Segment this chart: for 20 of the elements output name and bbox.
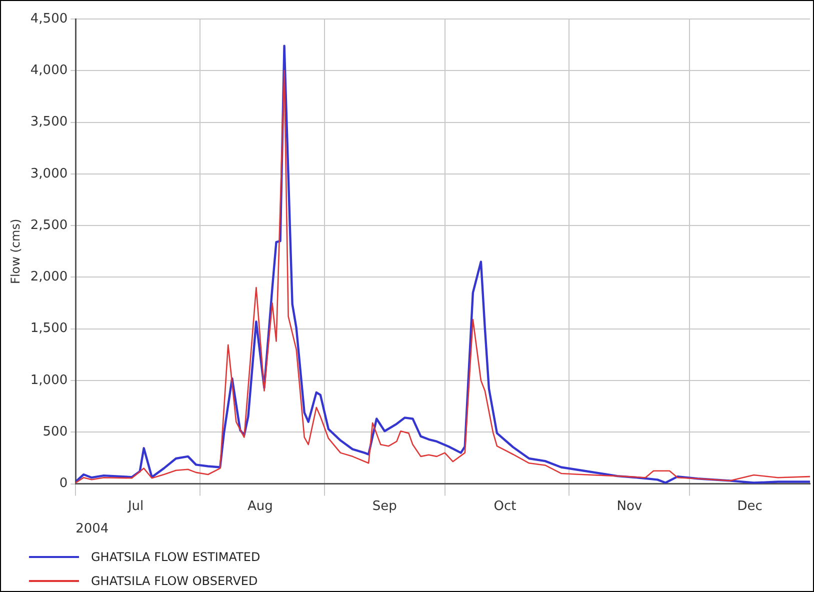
x-tick-label: Jul — [126, 498, 144, 514]
y-tick-label: 1,000 — [30, 372, 68, 388]
y-tick-label: 0 — [59, 476, 68, 492]
y-axis-title: Flow (cms) — [8, 218, 22, 284]
x-axis-title: 2004 — [76, 522, 109, 537]
y-tick-label: 4,500 — [30, 11, 68, 26]
y-tick-label: 2,000 — [30, 270, 68, 285]
legend-label: GHATSILA FLOW ESTIMATED — [91, 550, 260, 564]
x-tick-label: Oct — [494, 498, 516, 514]
y-tick-label: 500 — [42, 424, 68, 440]
x-tick-label: Aug — [248, 498, 273, 514]
x-tick-label: Nov — [616, 498, 642, 514]
y-tick-label: 3,000 — [30, 166, 68, 182]
legend-label: GHATSILA FLOW OBSERVED — [91, 574, 258, 588]
y-tick-label: 1,500 — [30, 321, 68, 336]
y-tick-label: 2,500 — [30, 218, 68, 233]
x-tick-label: Sep — [372, 498, 397, 514]
y-tick-label: 4,000 — [30, 63, 68, 78]
y-tick-label: 3,500 — [30, 114, 68, 130]
x-tick-label: Dec — [737, 498, 762, 514]
